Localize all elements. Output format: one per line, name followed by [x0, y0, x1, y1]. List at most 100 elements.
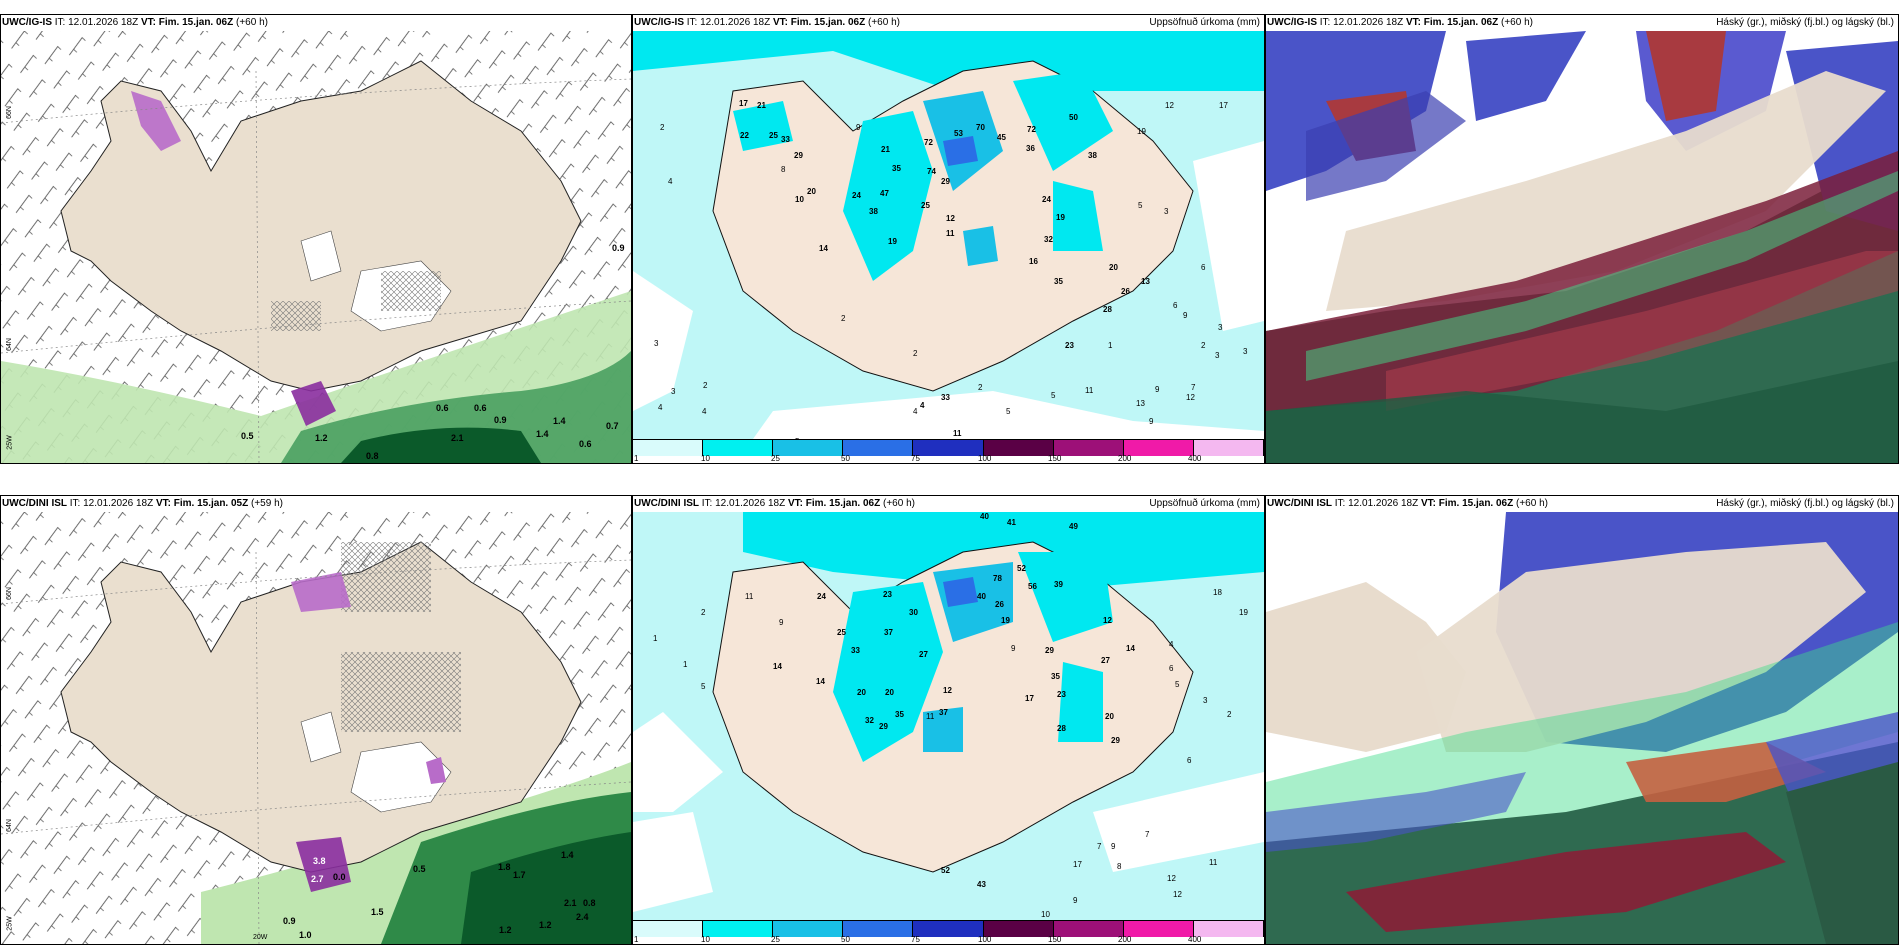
colorbar-swatch [633, 921, 704, 937]
precip-value: 74 [927, 167, 936, 176]
precip-value: 45 [997, 133, 1006, 142]
snow-label: 2.1 [564, 898, 577, 908]
precip-value: 29 [1111, 736, 1120, 745]
cloud-map [1266, 512, 1898, 944]
precip-value: 25 [921, 201, 930, 210]
snow-label: 0.6 [579, 439, 592, 449]
colorbar-label: 100 [978, 454, 992, 463]
panel-header: UWC/IG-IS IT: 12.01.2026 18Z VT: Fim. 15… [2, 17, 268, 28]
precip-value: 40 [977, 592, 986, 601]
colorbar-label: 10 [701, 935, 710, 944]
precip-value: 52 [941, 866, 950, 875]
precip-value: 12 [943, 686, 952, 695]
colorbar-label: 150 [1048, 935, 1062, 944]
precip-value: 19 [1137, 127, 1146, 136]
precip-value: 18 [1213, 588, 1222, 597]
precip-value: 4 [913, 407, 918, 416]
precip-value: 35 [895, 710, 904, 719]
precip-value: 25 [769, 131, 778, 140]
colorbar-swatch [913, 440, 984, 456]
precip-value: 6 [1169, 664, 1174, 673]
precip-value: 8 [781, 165, 786, 174]
panel-header: UWC/DINI ISL IT: 12.01.2026 18Z VT: Fim.… [1267, 498, 1548, 509]
precip-value: 12 [946, 214, 955, 223]
precip-value: 4 [920, 401, 925, 410]
snow-label: 0.9 [283, 916, 296, 926]
precip-value: 9 [779, 618, 784, 627]
precip-colorbar: 1 10 25 50 75 100 150 200 400 [633, 920, 1264, 944]
colorbar-label: 1 [634, 935, 639, 944]
precip-value: 9 [1155, 385, 1160, 394]
precip-value: 4 [658, 403, 663, 412]
precip-value: 38 [1088, 151, 1097, 160]
precip-value: 6 [1201, 263, 1206, 272]
precip-value: 20 [1109, 263, 1118, 272]
precip-value: 3 [1218, 323, 1223, 332]
precip-value: 19 [1239, 608, 1248, 617]
snow-label: 1.2 [539, 920, 552, 930]
precip-value: 52 [1017, 564, 1026, 573]
precip-value: 43 [977, 880, 986, 889]
panel-title: Háský (gr.), miðský (fj.bl.) og lágský (… [1716, 498, 1894, 509]
precip-values: 1 2 1 5 9 11 14 24 25 33 37 23 30 27 14 … [633, 512, 1264, 920]
colorbar-swatch [1193, 921, 1264, 937]
precip-value: 11 [1209, 858, 1218, 867]
precip-value: 4 [1169, 640, 1174, 649]
precip-value: 17 [1025, 694, 1034, 703]
precip-value: 19 [1056, 213, 1065, 222]
colorbar-swatch [1053, 921, 1124, 937]
snow-label: 0.8 [366, 451, 379, 461]
snow-label: 0.5 [241, 431, 254, 441]
precip-value: 33 [781, 135, 790, 144]
precip-value: 7 [1191, 383, 1196, 392]
precip-value: 4 [668, 177, 673, 186]
lat-label: 64N [5, 338, 13, 351]
precip-value: 26 [995, 600, 1004, 609]
wind-map: 0.5 1.8 1.7 1.4 2.1 0.8 2.4 1.2 0.9 1.0 … [1, 512, 631, 944]
precip-value: 25 [837, 628, 846, 637]
precip-value: 5 [701, 682, 706, 691]
precip-value: 3 [654, 339, 659, 348]
precip-value: 53 [954, 129, 963, 138]
precip-value: 8 [1117, 862, 1122, 871]
map-panel-precip-top: UWC/IG-IS IT: 12.01.2026 18Z VT: Fim. 15… [632, 14, 1265, 464]
precip-value: 27 [1101, 656, 1110, 665]
precip-value: 20 [807, 187, 816, 196]
snow-label: 2.7 [311, 874, 324, 884]
snow-label: 1.2 [315, 433, 328, 443]
precip-value: 27 [919, 650, 928, 659]
precip-value: 2 [978, 383, 983, 392]
precip-value: 22 [740, 131, 749, 140]
colorbar-swatch [843, 921, 914, 937]
precip-value: 37 [939, 708, 948, 717]
precip-value: 17 [739, 99, 748, 108]
colorbar-swatch [633, 440, 704, 456]
precip-value: 6 [1173, 301, 1178, 310]
lon-label: 25W [6, 916, 14, 931]
precip-value: 9 [1011, 644, 1016, 653]
precip-value: 10 [795, 195, 804, 204]
colorbar-swatch [983, 921, 1054, 937]
lon-label: 25W [6, 435, 14, 450]
panel-title: Háský (gr.), miðský (fj.bl.) og lágský (… [1716, 17, 1894, 28]
colorbar-label: 50 [841, 935, 850, 944]
colorbar-label: 150 [1048, 454, 1062, 463]
precip-value: 72 [924, 138, 933, 147]
precip-value: 20 [885, 688, 894, 697]
precip-values: 2 4 3 4 4 3 2 17 21 22 25 33 29 8 10 20 … [633, 31, 1264, 446]
snow-label: 1.8 [498, 862, 511, 872]
precip-value: 12 [1167, 874, 1176, 883]
colorbar-swatches [633, 439, 1264, 456]
precip-value: 28 [1057, 724, 1066, 733]
precip-value: 23 [1065, 341, 1074, 350]
precip-colorbar: 1 10 25 50 75 100 150 200 400 [633, 439, 1264, 463]
precip-value: 9 [1149, 417, 1154, 426]
precip-value: 10 [1041, 910, 1050, 919]
precip-value: 29 [1045, 646, 1054, 655]
map-panel-wind-top: UWC/IG-IS IT: 12.01.2026 18Z VT: Fim. 15… [0, 14, 632, 464]
precip-value: 2 [660, 123, 665, 132]
precip-value: 41 [1007, 518, 1016, 527]
snow-label: 2.1 [451, 433, 464, 443]
precip-value: 14 [819, 244, 828, 253]
precip-value: 2 [841, 314, 846, 323]
